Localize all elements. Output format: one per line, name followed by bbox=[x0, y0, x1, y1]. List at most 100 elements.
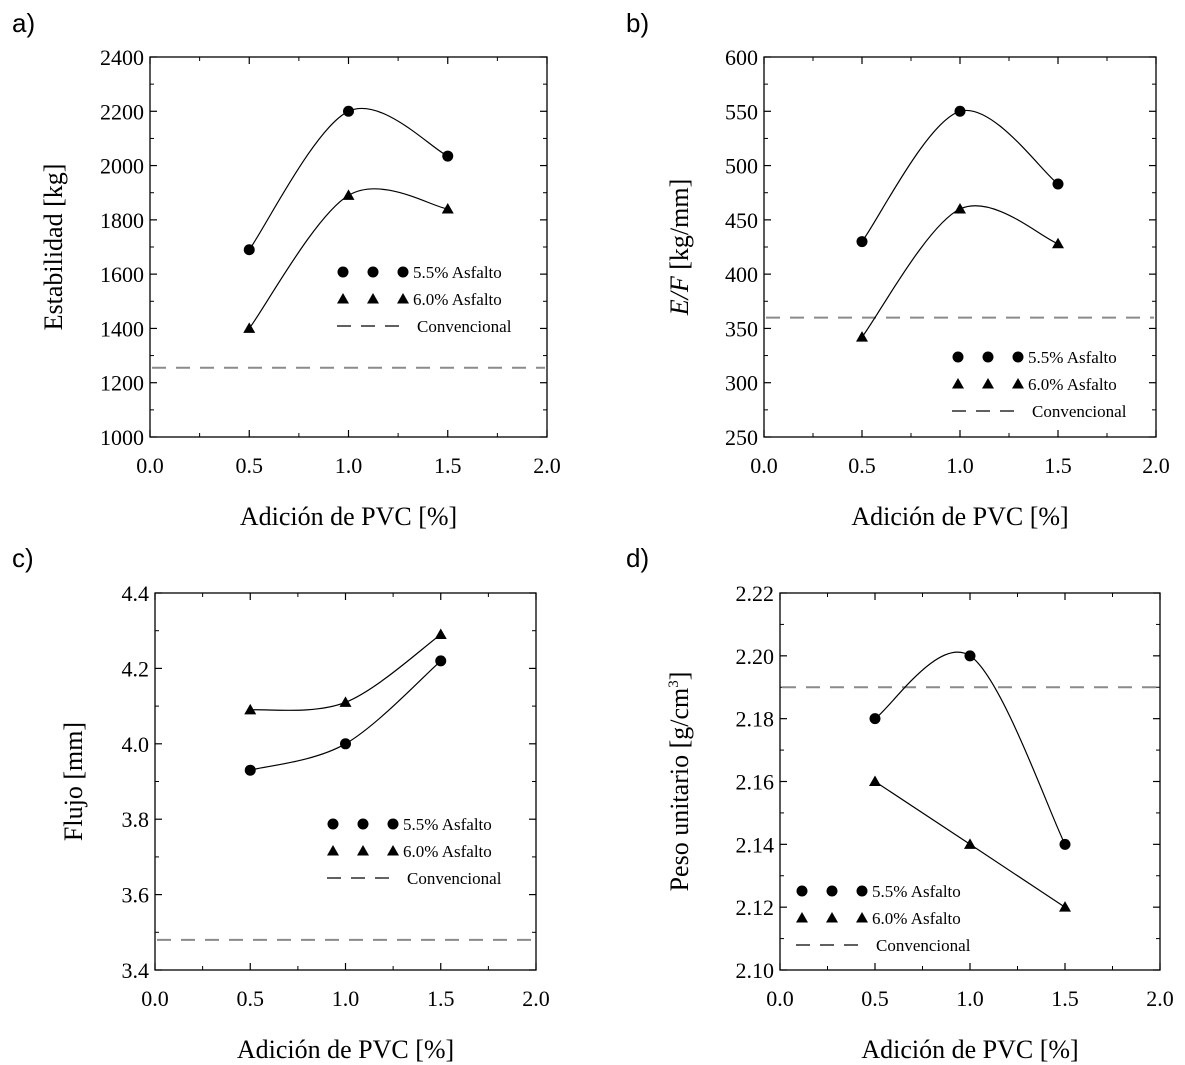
panel-letter: c) bbox=[12, 543, 34, 573]
y-tick-label: 4.2 bbox=[122, 656, 150, 681]
x-axis-title: Adición de PVC [%] bbox=[851, 502, 1068, 531]
data-point-series-1 bbox=[964, 650, 976, 662]
legend-marker-series-1 bbox=[982, 351, 994, 363]
legend-label-series-1: 5.5% Asfalto bbox=[413, 263, 502, 282]
x-tick-label: 2.0 bbox=[522, 986, 550, 1011]
chart-panel-3: c) 3.4 3.6 3.8 4.0 4.2 4.4 0.0 0.5 1.0 1.5 2.0 Adici… bbox=[12, 543, 550, 1064]
data-point-series-1 bbox=[442, 150, 454, 162]
x-tick-label: 0.0 bbox=[141, 986, 169, 1011]
legend-marker-series-1 bbox=[796, 885, 808, 897]
legend-label-convencional: Convencional bbox=[417, 317, 512, 336]
legend-marker-series-1 bbox=[1012, 351, 1024, 363]
data-point-series-2 bbox=[1052, 237, 1064, 249]
x-tick-label: 0.0 bbox=[136, 453, 164, 478]
legend-marker-series-1 bbox=[826, 885, 838, 897]
y-tick-label: 2.16 bbox=[736, 770, 775, 795]
data-point-series-1 bbox=[954, 105, 966, 117]
y-tick-label: 1200 bbox=[100, 371, 144, 396]
legend-label-series-2: 6.0% Asfalto bbox=[872, 909, 961, 928]
x-tick-label: 2.0 bbox=[1146, 986, 1174, 1011]
legend-marker-series-2 bbox=[327, 845, 339, 856]
y-tick-label: 2400 bbox=[100, 45, 144, 70]
chart-panel-1: a) 1000 1200 1400 1600 1800 2000 2200 2400 0.0 0.5… bbox=[12, 8, 561, 531]
y-axis-title-close: ] bbox=[665, 672, 694, 681]
legend-marker-series-2 bbox=[952, 378, 964, 389]
legend-marker-series-2 bbox=[982, 378, 994, 389]
y-tick-label: 3.6 bbox=[122, 883, 150, 908]
panel-letter: b) bbox=[626, 8, 649, 38]
x-axis-title: Adición de PVC [%] bbox=[240, 502, 457, 531]
x-tick-label: 2.0 bbox=[533, 453, 561, 478]
x-tick-label: 0.5 bbox=[848, 453, 876, 478]
y-tick-label: 2.12 bbox=[736, 895, 775, 920]
legend-marker-series-2 bbox=[337, 293, 349, 304]
y-tick-label: 1400 bbox=[100, 316, 144, 341]
series-curve-1 bbox=[250, 660, 442, 771]
x-tick-label: 1.5 bbox=[427, 986, 455, 1011]
data-point-series-1 bbox=[340, 738, 351, 750]
data-point-series-1 bbox=[1052, 178, 1064, 190]
y-axis-title: Estabilidad [kg] bbox=[39, 164, 68, 331]
y-axis-title-main: Peso unitario [g/cm bbox=[665, 688, 694, 892]
y-tick-label: 1800 bbox=[100, 208, 144, 233]
chart-panel-2: b) 250 300 350 400 450 500 550 600 0.0 0.5 1.0 1.5 2.… bbox=[626, 8, 1170, 531]
legend-label-convencional: Convencional bbox=[1032, 402, 1127, 421]
legend-label-series-1: 5.5% Asfalto bbox=[1028, 348, 1117, 367]
legend-marker-series-2 bbox=[387, 845, 399, 856]
y-tick-label: 2.22 bbox=[736, 581, 775, 606]
x-tick-label: 2.0 bbox=[1142, 453, 1170, 478]
x-tick-label: 1.5 bbox=[1044, 453, 1072, 478]
data-point-series-2 bbox=[964, 838, 976, 849]
legend-marker-series-2 bbox=[367, 293, 379, 304]
y-axis-title: E/F [kg/mm] bbox=[665, 179, 694, 317]
legend-marker-series-1 bbox=[337, 266, 349, 278]
y-tick-label: 400 bbox=[725, 262, 758, 287]
legend-label-series-2: 6.0% Asfalto bbox=[1028, 375, 1117, 394]
y-tick-label: 4.4 bbox=[122, 581, 150, 606]
data-point-series-2 bbox=[243, 322, 256, 333]
x-tick-label: 0.0 bbox=[750, 453, 778, 478]
data-point-series-1 bbox=[244, 764, 256, 776]
x-tick-label: 0.0 bbox=[766, 986, 794, 1011]
x-tick-label: 1.0 bbox=[335, 453, 363, 478]
legend-label-series-2: 6.0% Asfalto bbox=[413, 290, 502, 309]
legend: 5.5% Asfalto 6.0% Asfalto Convencional bbox=[952, 348, 1127, 421]
legend-marker-series-1 bbox=[367, 266, 379, 278]
legend-marker-series-2 bbox=[1012, 378, 1024, 389]
legend-marker-series-2 bbox=[357, 845, 369, 856]
data-point-series-2 bbox=[1059, 901, 1071, 912]
legend: 5.5% Asfalto 6.0% Asfalto Convencional bbox=[337, 263, 512, 336]
y-tick-label: 1600 bbox=[100, 262, 144, 287]
legend-label-series-2: 6.0% Asfalto bbox=[403, 842, 492, 861]
x-tick-label: 1.0 bbox=[946, 453, 974, 478]
y-axis-title-symbol: E/F bbox=[665, 275, 694, 316]
data-point-series-2 bbox=[339, 696, 352, 707]
legend-marker-series-1 bbox=[397, 266, 409, 278]
y-tick-label: 450 bbox=[725, 208, 758, 233]
data-point-series-2 bbox=[244, 703, 257, 715]
legend: 5.5% Asfalto 6.0% Asfalto Convencional bbox=[327, 815, 502, 888]
y-axis-title: Peso unitario [g/cm3] bbox=[665, 672, 694, 892]
y-tick-label: 2.10 bbox=[736, 958, 775, 983]
x-tick-label: 1.5 bbox=[434, 453, 462, 478]
y-tick-label: 3.8 bbox=[122, 807, 150, 832]
legend-marker-series-1 bbox=[357, 818, 369, 830]
x-tick-label: 1.0 bbox=[956, 986, 984, 1011]
legend-marker-series-2 bbox=[397, 293, 409, 304]
legend-marker-series-2 bbox=[796, 912, 808, 923]
y-tick-label: 550 bbox=[725, 99, 758, 124]
panel-letter: d) bbox=[626, 543, 649, 573]
data-point-series-2 bbox=[954, 203, 966, 214]
x-axis-title: Adición de PVC [%] bbox=[237, 1035, 454, 1064]
chart-panel-4: d) 2.10 2.12 2.14 2.16 2.18 2.20 2.22 0.0 0.5 1.0 1… bbox=[626, 543, 1174, 1064]
y-axis-title: Flujo [mm] bbox=[59, 722, 88, 841]
data-point-series-2 bbox=[342, 189, 355, 200]
x-tick-label: 0.5 bbox=[237, 986, 265, 1011]
y-tick-label: 2000 bbox=[100, 154, 144, 179]
legend-marker-series-2 bbox=[826, 912, 838, 923]
y-tick-label: 4.0 bbox=[122, 732, 150, 757]
y-tick-label: 3.4 bbox=[122, 958, 150, 983]
data-point-series-1 bbox=[869, 713, 881, 725]
legend-label-convencional: Convencional bbox=[407, 869, 502, 888]
